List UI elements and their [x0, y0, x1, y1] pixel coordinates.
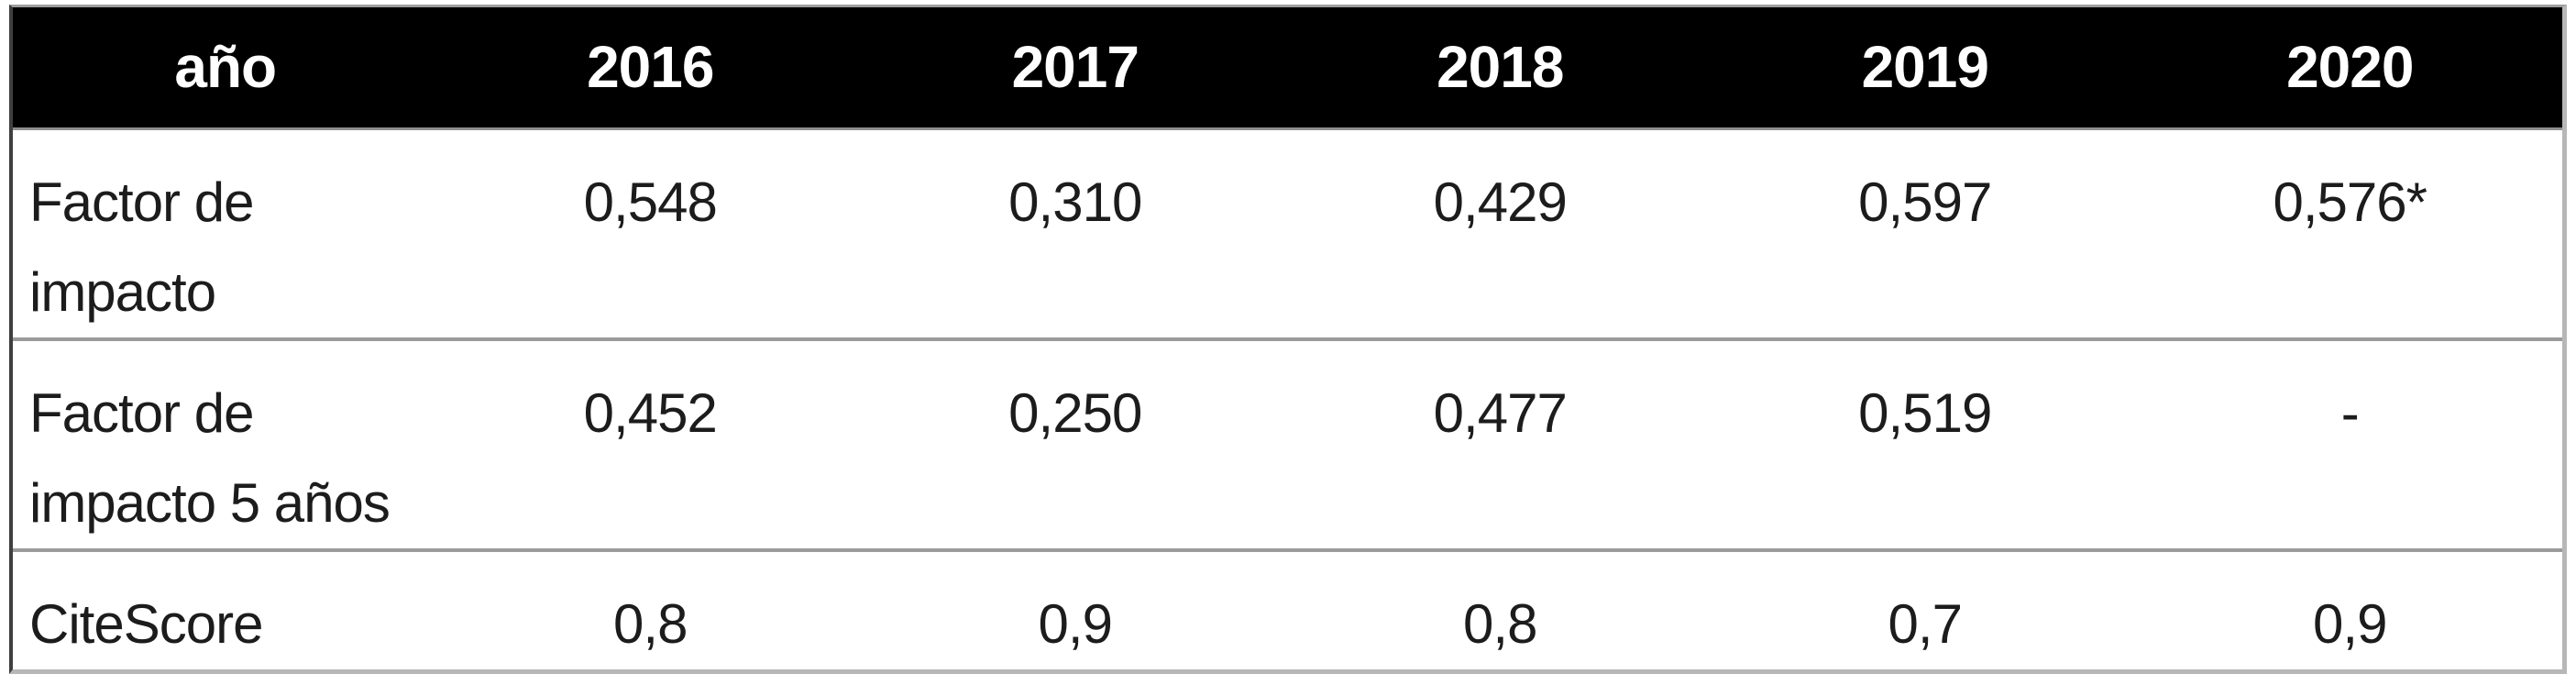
- row-label-factor-impacto: Factor de impacto: [13, 128, 438, 339]
- header-cell-2018: 2018: [1287, 7, 1712, 130]
- metrics-table-frame: año 2016 2017 2018 2019 2020 Factor de i…: [9, 5, 2567, 674]
- table-row-citescore: CiteScore 0,8 0,9 0,8 0,7 0,9: [13, 547, 2562, 669]
- cell-factor-impacto-2018: 0,429: [1287, 128, 1712, 339]
- cell-factor-impacto-2020: 0,576*: [2137, 128, 2562, 339]
- cell-factor-impacto-2016: 0,548: [437, 128, 863, 339]
- table-row-factor-impacto-5y: Factor de impacto 5 años 0,452 0,250 0,4…: [13, 337, 2562, 550]
- cell-citescore-2016: 0,8: [437, 547, 863, 669]
- header-cell-2017: 2017: [863, 7, 1288, 130]
- cell-factor-impacto-5y-2017: 0,250: [863, 337, 1288, 550]
- cell-factor-impacto-2019: 0,597: [1712, 128, 2138, 339]
- table-header-row: año 2016 2017 2018 2019 2020: [13, 7, 2562, 130]
- header-cell-2016: 2016: [437, 7, 863, 130]
- header-cell-2020: 2020: [2137, 7, 2562, 130]
- cell-factor-impacto-5y-2019: 0,519: [1712, 337, 2138, 550]
- cell-citescore-2018: 0,8: [1287, 547, 1712, 669]
- header-cell-2019: 2019: [1712, 7, 2138, 130]
- journal-metrics-table: año 2016 2017 2018 2019 2020 Factor de i…: [13, 7, 2562, 669]
- cell-factor-impacto-5y-2018: 0,477: [1287, 337, 1712, 550]
- cell-factor-impacto-5y-2020: -: [2137, 337, 2562, 550]
- cell-citescore-2020: 0,9: [2137, 547, 2562, 669]
- cell-citescore-2017: 0,9: [863, 547, 1288, 669]
- cell-citescore-2019: 0,7: [1712, 547, 2138, 669]
- cell-factor-impacto-5y-2016: 0,452: [437, 337, 863, 550]
- cell-factor-impacto-2017: 0,310: [863, 128, 1288, 339]
- row-label-factor-impacto-5y: Factor de impacto 5 años: [13, 337, 438, 550]
- header-cell-year-label: año: [13, 7, 438, 130]
- table-row-factor-impacto: Factor de impacto 0,548 0,310 0,429 0,59…: [13, 128, 2562, 339]
- row-label-citescore: CiteScore: [13, 547, 438, 669]
